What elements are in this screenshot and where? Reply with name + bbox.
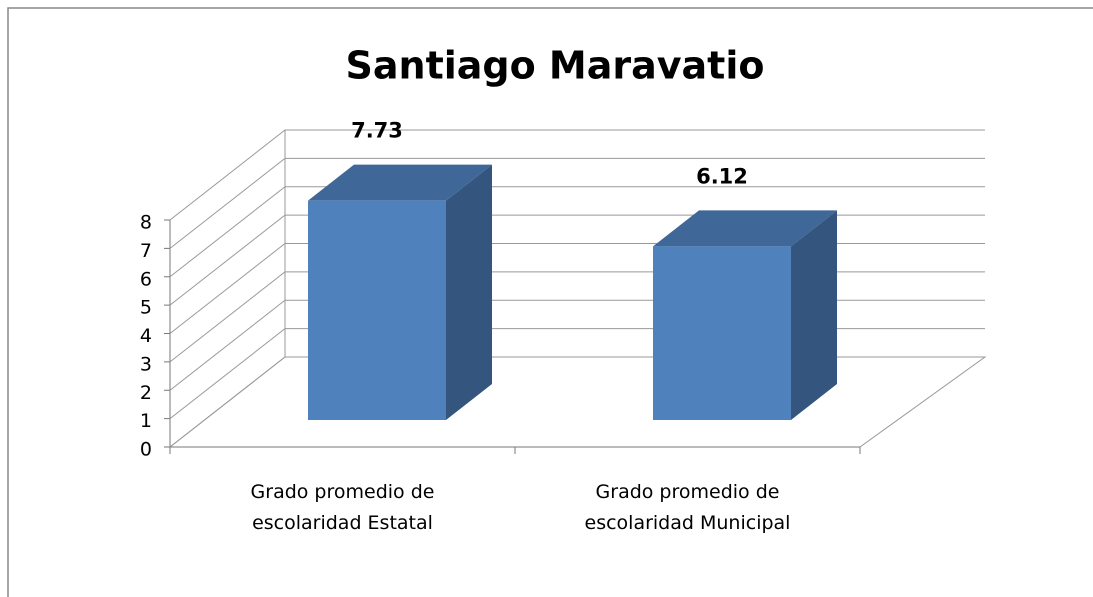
x-tick-label: Grado promedio de escolaridad Estatal bbox=[250, 481, 435, 534]
bar-side bbox=[446, 164, 492, 420]
y-tick-label: 6 bbox=[140, 268, 152, 290]
bar bbox=[308, 200, 446, 420]
data-label: 6.12 bbox=[696, 164, 748, 188]
y-tick-label: 4 bbox=[140, 325, 152, 347]
y-tick-label: 0 bbox=[140, 439, 152, 461]
floor bbox=[168, 356, 987, 448]
grid-line bbox=[169, 243, 985, 334]
grid-line bbox=[169, 214, 985, 306]
y-tick-label: 2 bbox=[140, 382, 152, 404]
grid-line bbox=[169, 186, 985, 278]
y-tick-label: 8 bbox=[140, 212, 152, 234]
grid-line bbox=[169, 271, 985, 363]
x-tick-label: Grado promedio de escolaridad Municipal bbox=[584, 481, 791, 534]
bar-top bbox=[653, 210, 837, 247]
grid-line bbox=[169, 328, 985, 420]
bar-side bbox=[791, 210, 837, 420]
chart-title: Santiago Maravatio bbox=[346, 44, 765, 88]
y-tick-label: 3 bbox=[140, 353, 152, 375]
bar-top bbox=[308, 164, 492, 201]
y-tick-label: 7 bbox=[140, 240, 152, 262]
grid-line bbox=[169, 356, 985, 448]
y-tick-label: 5 bbox=[140, 297, 152, 319]
chart-frame bbox=[7, 7, 1093, 597]
grid-line bbox=[169, 299, 985, 391]
grid-line bbox=[169, 157, 985, 249]
data-label: 7.73 bbox=[351, 119, 403, 143]
y-tick-label: 1 bbox=[140, 410, 152, 432]
bar bbox=[653, 246, 791, 420]
grid-line bbox=[169, 129, 985, 221]
